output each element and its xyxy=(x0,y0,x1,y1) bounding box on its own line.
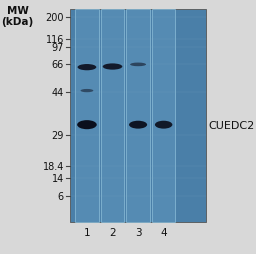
Text: 14: 14 xyxy=(52,174,64,184)
Ellipse shape xyxy=(155,121,172,129)
Text: 1: 1 xyxy=(84,227,90,237)
Ellipse shape xyxy=(103,64,122,70)
Text: 66: 66 xyxy=(52,60,64,70)
Text: 200: 200 xyxy=(45,13,64,23)
Bar xyxy=(70,10,206,222)
Text: 4: 4 xyxy=(160,227,167,237)
Bar xyxy=(152,10,175,222)
Bar xyxy=(75,10,99,222)
Ellipse shape xyxy=(78,65,96,71)
Ellipse shape xyxy=(130,63,146,67)
Text: 116: 116 xyxy=(46,35,64,45)
Bar xyxy=(101,10,124,222)
Text: 2: 2 xyxy=(109,227,116,237)
Text: 44: 44 xyxy=(52,88,64,98)
Ellipse shape xyxy=(81,90,93,93)
Text: 29: 29 xyxy=(51,131,64,141)
Text: MW
(kDa): MW (kDa) xyxy=(2,6,34,27)
Text: CUEDC2: CUEDC2 xyxy=(208,120,255,130)
Text: 6: 6 xyxy=(58,192,64,201)
Text: 18.4: 18.4 xyxy=(42,161,64,171)
Text: 3: 3 xyxy=(135,227,141,237)
Ellipse shape xyxy=(77,121,97,130)
Ellipse shape xyxy=(129,121,147,129)
Bar xyxy=(126,10,150,222)
Text: 97: 97 xyxy=(51,42,64,52)
